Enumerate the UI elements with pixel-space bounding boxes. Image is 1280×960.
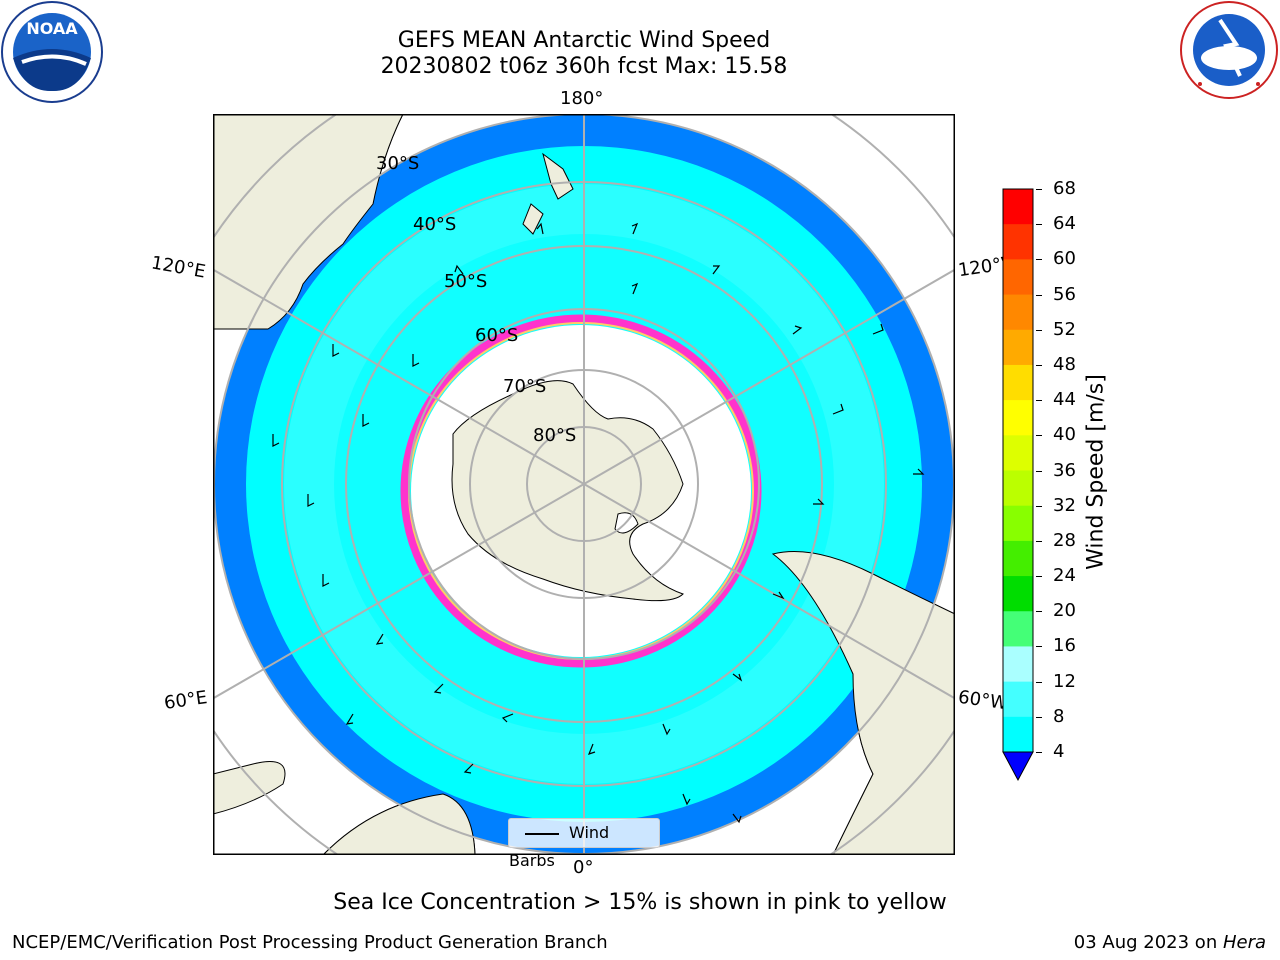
footer-date: 03 Aug 2023 on Hera [1074, 932, 1266, 953]
lat-label-80s: 80°S [533, 425, 577, 446]
footer-credit: NCEP/EMC/Verification Post Processing Pr… [12, 932, 608, 953]
colorbar-tick-mark [1036, 716, 1042, 718]
colorbar-band [1003, 189, 1033, 225]
colorbar-band [1003, 329, 1033, 366]
sea-ice-edge [400, 314, 762, 668]
colorbar-band [1003, 470, 1033, 507]
colorbar [1002, 188, 1034, 782]
colorbar-tick-label: 8 [1053, 705, 1065, 727]
nws-logo-icon [1180, 1, 1278, 99]
colorbar-tick-label: 4 [1053, 741, 1065, 762]
colorbar-tick-mark [1036, 505, 1042, 507]
colorbar-tick-label: 44 [1053, 389, 1076, 411]
colorbar-band [1003, 259, 1033, 296]
colorbar-tick-mark [1036, 224, 1042, 226]
colorbar-band [1003, 400, 1033, 436]
lon-label-0: 0° [573, 857, 594, 878]
wind-barbs [272, 222, 925, 824]
colorbar-tick-label: 32 [1053, 494, 1076, 516]
map-subtitle: 20230802 t06z 360h fcst Max: 15.58 [380, 54, 788, 79]
colorbar-tick-label: 48 [1053, 353, 1076, 375]
colorbar-tick-mark [1036, 646, 1042, 648]
colorbar-extend-triangle [1002, 751, 1034, 782]
colorbar-tick-mark [1036, 752, 1042, 753]
sea-ice-caption: Sea Ice Concentration > 15% is shown in … [333, 890, 947, 915]
noaa-logo-icon: NOAA [1, 1, 103, 103]
colorbar-tick-label: 40 [1053, 424, 1076, 446]
colorbar-tick-label: 20 [1053, 600, 1076, 622]
lat-label-70s: 70°S [503, 376, 547, 397]
colorbar-tick-mark [1036, 294, 1042, 296]
colorbar-tick-label: 24 [1053, 565, 1076, 587]
colorbar-tick-label: 68 [1053, 178, 1076, 199]
colorbar-label: Wind Speed [m/s] [1083, 374, 1109, 570]
map-legend: Wind Barbs [508, 818, 660, 870]
colorbar-band [1003, 294, 1033, 331]
colorbar-tick-label: 12 [1053, 670, 1076, 692]
longitude-grid [213, 114, 955, 855]
lon-label-60e: 60°E [162, 687, 209, 714]
colorbar-tick-label: 52 [1053, 318, 1076, 340]
colorbar-band [1003, 435, 1033, 471]
colorbar-band [1003, 716, 1033, 753]
colorbar-tick-label: 16 [1053, 635, 1076, 657]
lon-label-180: 180° [560, 88, 604, 109]
colorbar-tick-mark [1036, 400, 1042, 402]
new-zealand-land [522, 152, 574, 235]
top-right-land [813, 114, 955, 184]
lat-label-30s: 30°S [376, 153, 420, 174]
legend-line-swatch [525, 832, 559, 835]
africa-land [213, 761, 286, 815]
noaa-logo-text: NOAA [26, 19, 78, 38]
legend-label: Wind Barbs [509, 823, 610, 870]
colorbar-tick-mark [1036, 681, 1042, 683]
colorbar-band [1003, 646, 1033, 683]
footer-host: Hera [1222, 932, 1266, 953]
colorbar-tick-mark [1036, 259, 1042, 261]
colorbar-tick-mark [1036, 364, 1042, 366]
colorbar-tick-mark [1036, 576, 1042, 578]
colorbar-tick-label: 56 [1053, 283, 1076, 305]
lat-label-60s: 60°S [475, 325, 519, 346]
colorbar-tick-mark [1036, 611, 1042, 613]
colorbar-band [1003, 364, 1033, 401]
colorbar-tick-label: 28 [1053, 529, 1076, 551]
colorbar-band [1003, 611, 1033, 647]
colorbar-tick-mark [1036, 470, 1042, 472]
colorbar-tick-mark [1036, 329, 1042, 331]
map-title: GEFS MEAN Antarctic Wind Speed [397, 28, 771, 53]
colorbar-tick-mark [1036, 189, 1042, 190]
colorbar-tick-mark [1036, 540, 1042, 542]
colorbar-band [1003, 540, 1033, 577]
lat-label-50s: 50°S [444, 271, 488, 292]
colorbar-band [1003, 576, 1033, 612]
colorbar-band [1003, 681, 1033, 718]
colorbar-tick-label: 64 [1053, 213, 1076, 235]
colorbar-tick-label: 60 [1053, 248, 1076, 270]
colorbar-band [1003, 505, 1033, 542]
colorbar-band [1003, 224, 1033, 260]
colorbar-tick-label: 36 [1053, 459, 1076, 481]
lat-label-40s: 40°S [413, 214, 457, 235]
footer-date-text: 03 Aug 2023 on [1073, 932, 1223, 953]
lon-label-120e: 120°E [149, 252, 208, 283]
polar-map [213, 114, 955, 855]
colorbar-tick-mark [1036, 435, 1042, 437]
antarctica-land [451, 380, 684, 602]
